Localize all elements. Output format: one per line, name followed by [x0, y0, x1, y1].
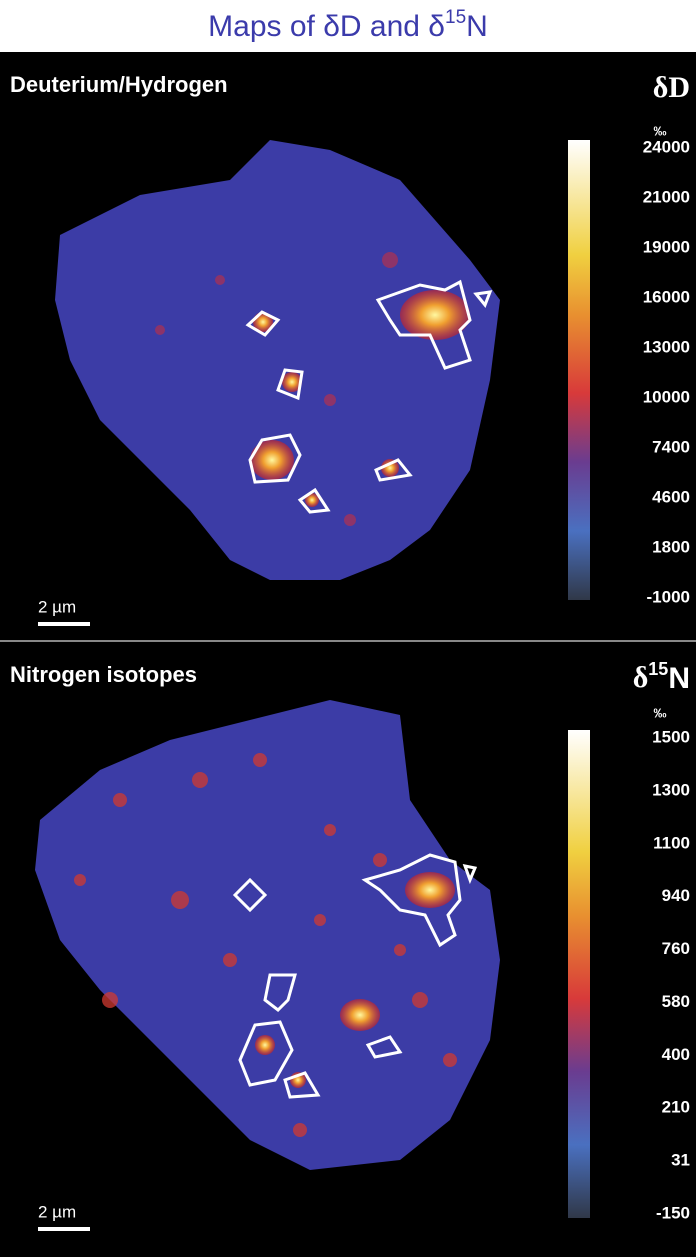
- color-bar-tick-label: 16000: [643, 287, 690, 306]
- panel-divider: [0, 640, 696, 642]
- symbol-text: δD: [653, 71, 690, 104]
- color-bar-tick-label: 580: [662, 992, 690, 1011]
- color-bar-tick-label: 21000: [643, 187, 690, 206]
- unit: ‰: [654, 123, 667, 138]
- color-bar-tick-label: 760: [662, 939, 690, 958]
- symbol-sup: 15: [648, 659, 668, 679]
- symbol-text: N: [668, 662, 690, 695]
- color-bar-tick-label: -150: [656, 1203, 690, 1222]
- symbol-text: δ: [633, 661, 649, 694]
- figure-title: Maps of δD and δ15N: [208, 7, 488, 43]
- color-bar-tick-label: 13000: [643, 337, 690, 356]
- color-bar-tick-label: 1100: [653, 833, 690, 852]
- scale-bar-label: 2 µm: [38, 597, 76, 616]
- color-bar: [568, 730, 590, 1218]
- color-bar-tick-label: 24000: [643, 137, 690, 156]
- color-bar-tick-label: 400: [662, 1045, 690, 1064]
- color-bar-tick-label: 31: [671, 1151, 690, 1170]
- color-bar-tick-label: -1000: [647, 587, 690, 606]
- color-bar-tick-label: 7400: [652, 437, 690, 456]
- title-sup: 15: [445, 7, 466, 28]
- color-bar-tick-label: 10000: [643, 387, 690, 406]
- color-bar-tick-label: 4600: [652, 487, 690, 506]
- color-bar-tick-label: 1500: [652, 727, 690, 746]
- color-bar-tick-label: 210: [662, 1098, 690, 1117]
- color-bar: [568, 140, 590, 600]
- color-bar-tick-label: 1300: [652, 780, 690, 799]
- unit: ‰: [654, 705, 667, 720]
- panel-label: Nitrogen isotopes: [10, 662, 197, 687]
- title-text: Maps of δD and δ: [208, 10, 445, 43]
- panel-label: Deuterium/Hydrogen: [10, 72, 228, 97]
- figure: Maps of δD and δ15N Deuterium/Hydrogen: [0, 0, 696, 1257]
- scale-bar: [38, 622, 90, 626]
- color-bar-tick-label: 19000: [643, 237, 690, 256]
- color-bar-tick-label: 1800: [652, 537, 690, 556]
- scale-bar: [38, 1227, 90, 1231]
- color-bar-tick-label: 940: [662, 886, 690, 905]
- panel-symbol: δD: [653, 71, 690, 104]
- scale-bar-label: 2 µm: [38, 1202, 76, 1221]
- title-text: N: [466, 10, 488, 43]
